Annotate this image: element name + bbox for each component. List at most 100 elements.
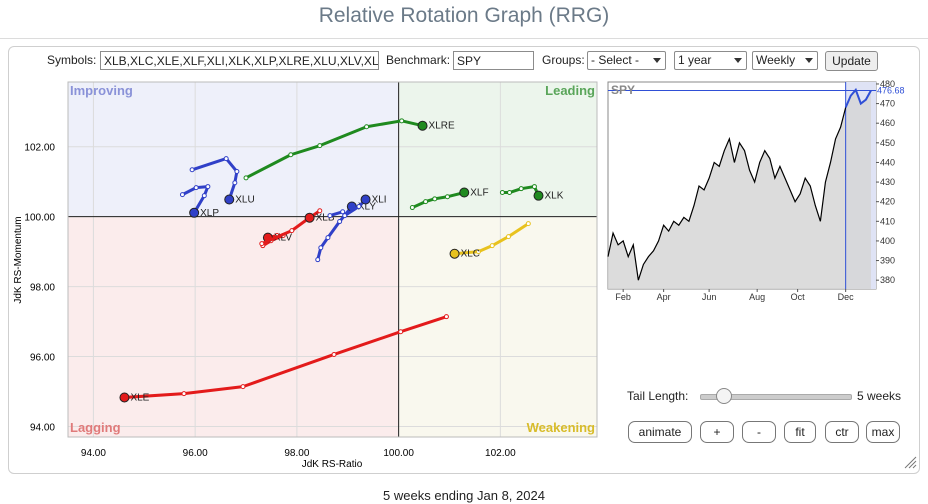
divider [0,38,928,39]
x-tick-label: 96.00 [183,448,208,459]
period-select[interactable]: 1 year [674,51,747,70]
groups-label: Groups: [542,53,585,67]
head-point [304,212,315,223]
tail-length-label: Tail Length: [627,389,689,403]
last-price-label: 476.68 [877,85,905,95]
y-tick-label: 480 [880,79,895,89]
resize-grip [904,456,917,469]
y-tick-label: 460 [880,118,895,128]
quadrant-label: Weakening [527,420,595,435]
series-label: XLRE [429,121,455,132]
groups-select[interactable]: - Select - [587,51,666,70]
series-label: XLE [130,392,149,403]
y-tick-label: 96.00 [30,353,55,364]
tail-point [179,192,185,198]
tail-point [443,314,449,320]
tail-line [244,119,425,180]
zoom-in-button[interactable]: + [700,421,734,443]
update-button[interactable]: Update [825,51,878,71]
x-tick-label: 102.00 [485,448,516,459]
max-button[interactable]: max [866,421,900,443]
y-tick-label: 380 [880,275,895,285]
tail-point [398,329,404,335]
quadrant-label: Lagging [70,420,121,435]
tail-point [205,184,211,190]
tail-point [499,190,505,196]
series-label: XLV [274,233,292,244]
tail-point [317,143,323,149]
frequency-select[interactable]: Weekly [752,51,818,70]
zoom-out-button[interactable]: - [742,421,776,443]
price-line [607,107,847,281]
ctr-button[interactable]: ctr [825,421,859,443]
tail-point [475,249,481,255]
tail-point [331,351,337,357]
tail-slider-track [700,394,852,400]
tail-point [201,193,207,199]
symbols-input[interactable]: XLB,XLC,XLE,XLF,XLI,XLK,XLP,XLRE,XLU,XLV… [100,51,379,70]
y-tick-label: 400 [880,236,895,246]
tail-point [243,175,249,181]
fit-button[interactable]: fit [784,421,816,443]
tail-point [423,199,429,205]
tail-point [525,221,531,227]
tail-point [337,219,343,225]
quadrant [68,82,399,217]
tail-line [122,315,448,399]
quadrant-label: Leading [545,83,595,98]
head-point [224,194,235,205]
tail-point [364,124,370,130]
tail-point [317,208,323,214]
tail-point [189,167,195,173]
tail-slider-handle[interactable] [716,388,732,404]
series-label: XLP [200,208,219,219]
quadrant-label: Improving [70,83,133,98]
tail-point [489,243,495,249]
tail-point [409,205,415,211]
tail-point [518,186,524,192]
y-tick-label: 410 [880,216,895,226]
price-line-recent [844,87,872,108]
head-point [189,207,200,218]
y-tick-label: 98.00 [30,283,55,294]
tail-point [432,196,438,202]
y-tick-label: 100.00 [24,213,55,224]
tail-point [505,234,511,240]
tail-point [223,156,229,162]
tail-length-value: 5 weeks [857,389,902,403]
panel [8,46,920,474]
x-tick-label: 98.00 [284,448,309,459]
symbols-label: Symbols: [47,53,97,67]
tail-point [325,235,331,241]
head-point [119,392,130,403]
series-label: XLY [358,202,376,213]
tail-point [315,257,321,263]
series-label: XLI [372,195,387,206]
quadrant [398,216,597,437]
head-point [449,248,460,259]
y-tick-label: 390 [880,256,895,266]
x-tick-label: Jun [702,292,717,302]
benchmark-label: Benchmark: [386,53,451,67]
x-tick-label: Dec [838,292,855,302]
quadrant [398,82,597,217]
tail-point [342,213,348,219]
y-axis-title: JdK RS-Momentum [13,216,24,303]
tail-point [356,204,362,210]
tail-point [531,184,537,190]
tail-point [399,118,405,124]
series-label: XLB [316,213,335,224]
x-tick-label: Apr [657,292,671,302]
series-label: XLK [545,191,564,202]
benchmark-input[interactable]: SPY [453,51,534,70]
tail-point [327,213,333,219]
animate-button[interactable]: animate [628,421,692,443]
quadrant [68,216,399,437]
tail-point [232,180,238,186]
price-area [608,89,871,289]
plot-frame [67,81,598,438]
x-tick-label: Feb [615,292,631,302]
y-tick-label: 420 [880,197,895,207]
